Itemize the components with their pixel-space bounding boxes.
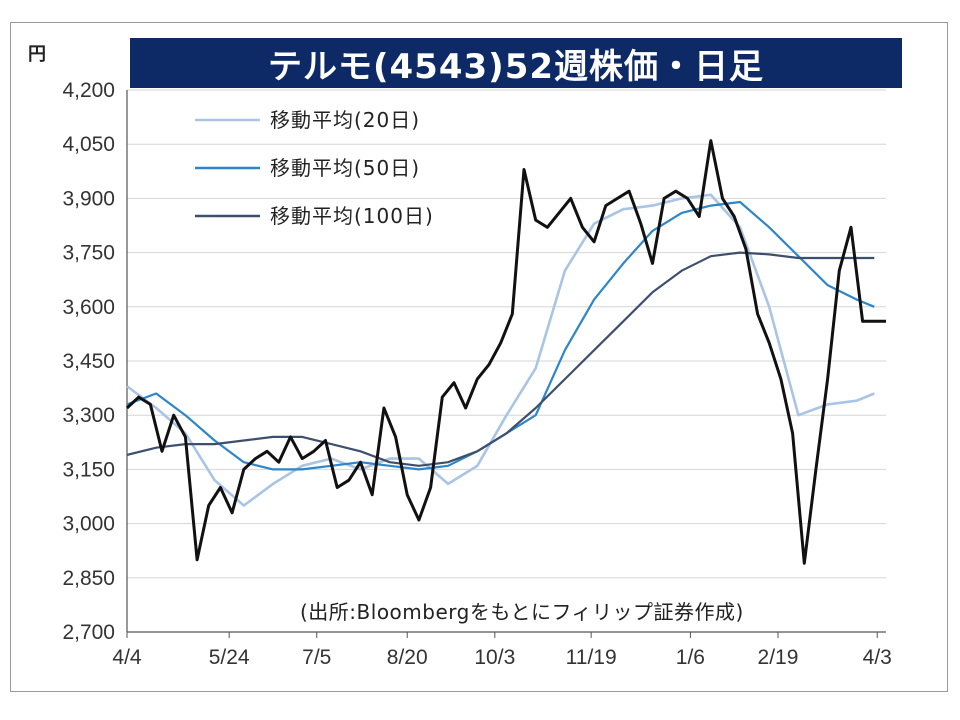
chart-frame [10,22,948,692]
x-tick-label: 11/19 [566,646,617,669]
y-tick-label: 3,600 [62,296,115,319]
axes [126,90,886,633]
x-tick-label: 7/5 [302,646,331,669]
y-tick-label: 3,300 [62,404,115,427]
x-ticks: 4/4 5/24 7/5 8/20 10/3 11/19 1/6 2/19 4/3 [112,632,892,669]
y-tick-label: 2,850 [62,567,115,590]
chart-title: テルモ(4543)52週株価・日足 [130,38,902,88]
y-axis-unit: 円 [28,44,46,65]
source-note: (出所:Bloombergをもとにフィリップ証券作成) [300,600,744,624]
x-tick-label: 2/19 [758,646,799,669]
y-tick-label: 2,700 [62,621,115,644]
y-tick-label: 4,050 [62,133,115,156]
y-tick-label: 3,900 [62,187,115,210]
x-tick-label: 10/3 [474,646,515,669]
x-tick-label: 1/6 [676,646,705,669]
series-line-ma1 [126,193,875,507]
y-tick-label: 3,150 [62,458,115,481]
legend-label: 移動平均(20日) [270,108,420,132]
series-line-ma3 [126,251,875,467]
y-tick-label: 4,200 [62,79,115,102]
x-tick-label: 4/4 [112,646,142,669]
y-tick-label: 3,000 [62,513,115,536]
legend: 移動平均(20日) 移動平均(50日) 移動平均(100日) [195,108,434,228]
series-lines [125,139,886,565]
y-ticks: 4,200 4,050 3,900 3,750 3,600 3,450 3,300 3,150… [62,79,115,644]
series-line-price [125,139,886,565]
x-tick-label: 8/20 [387,646,428,669]
legend-label: 移動平均(100日) [270,204,434,228]
x-tick-label: 5/24 [209,646,250,669]
y-tick-label: 3,450 [62,350,115,373]
series-line-ma2 [126,200,875,471]
legend-label: 移動平均(50日) [270,156,420,180]
x-tick-label: 4/3 [863,646,892,669]
y-tick-label: 3,750 [62,242,115,265]
